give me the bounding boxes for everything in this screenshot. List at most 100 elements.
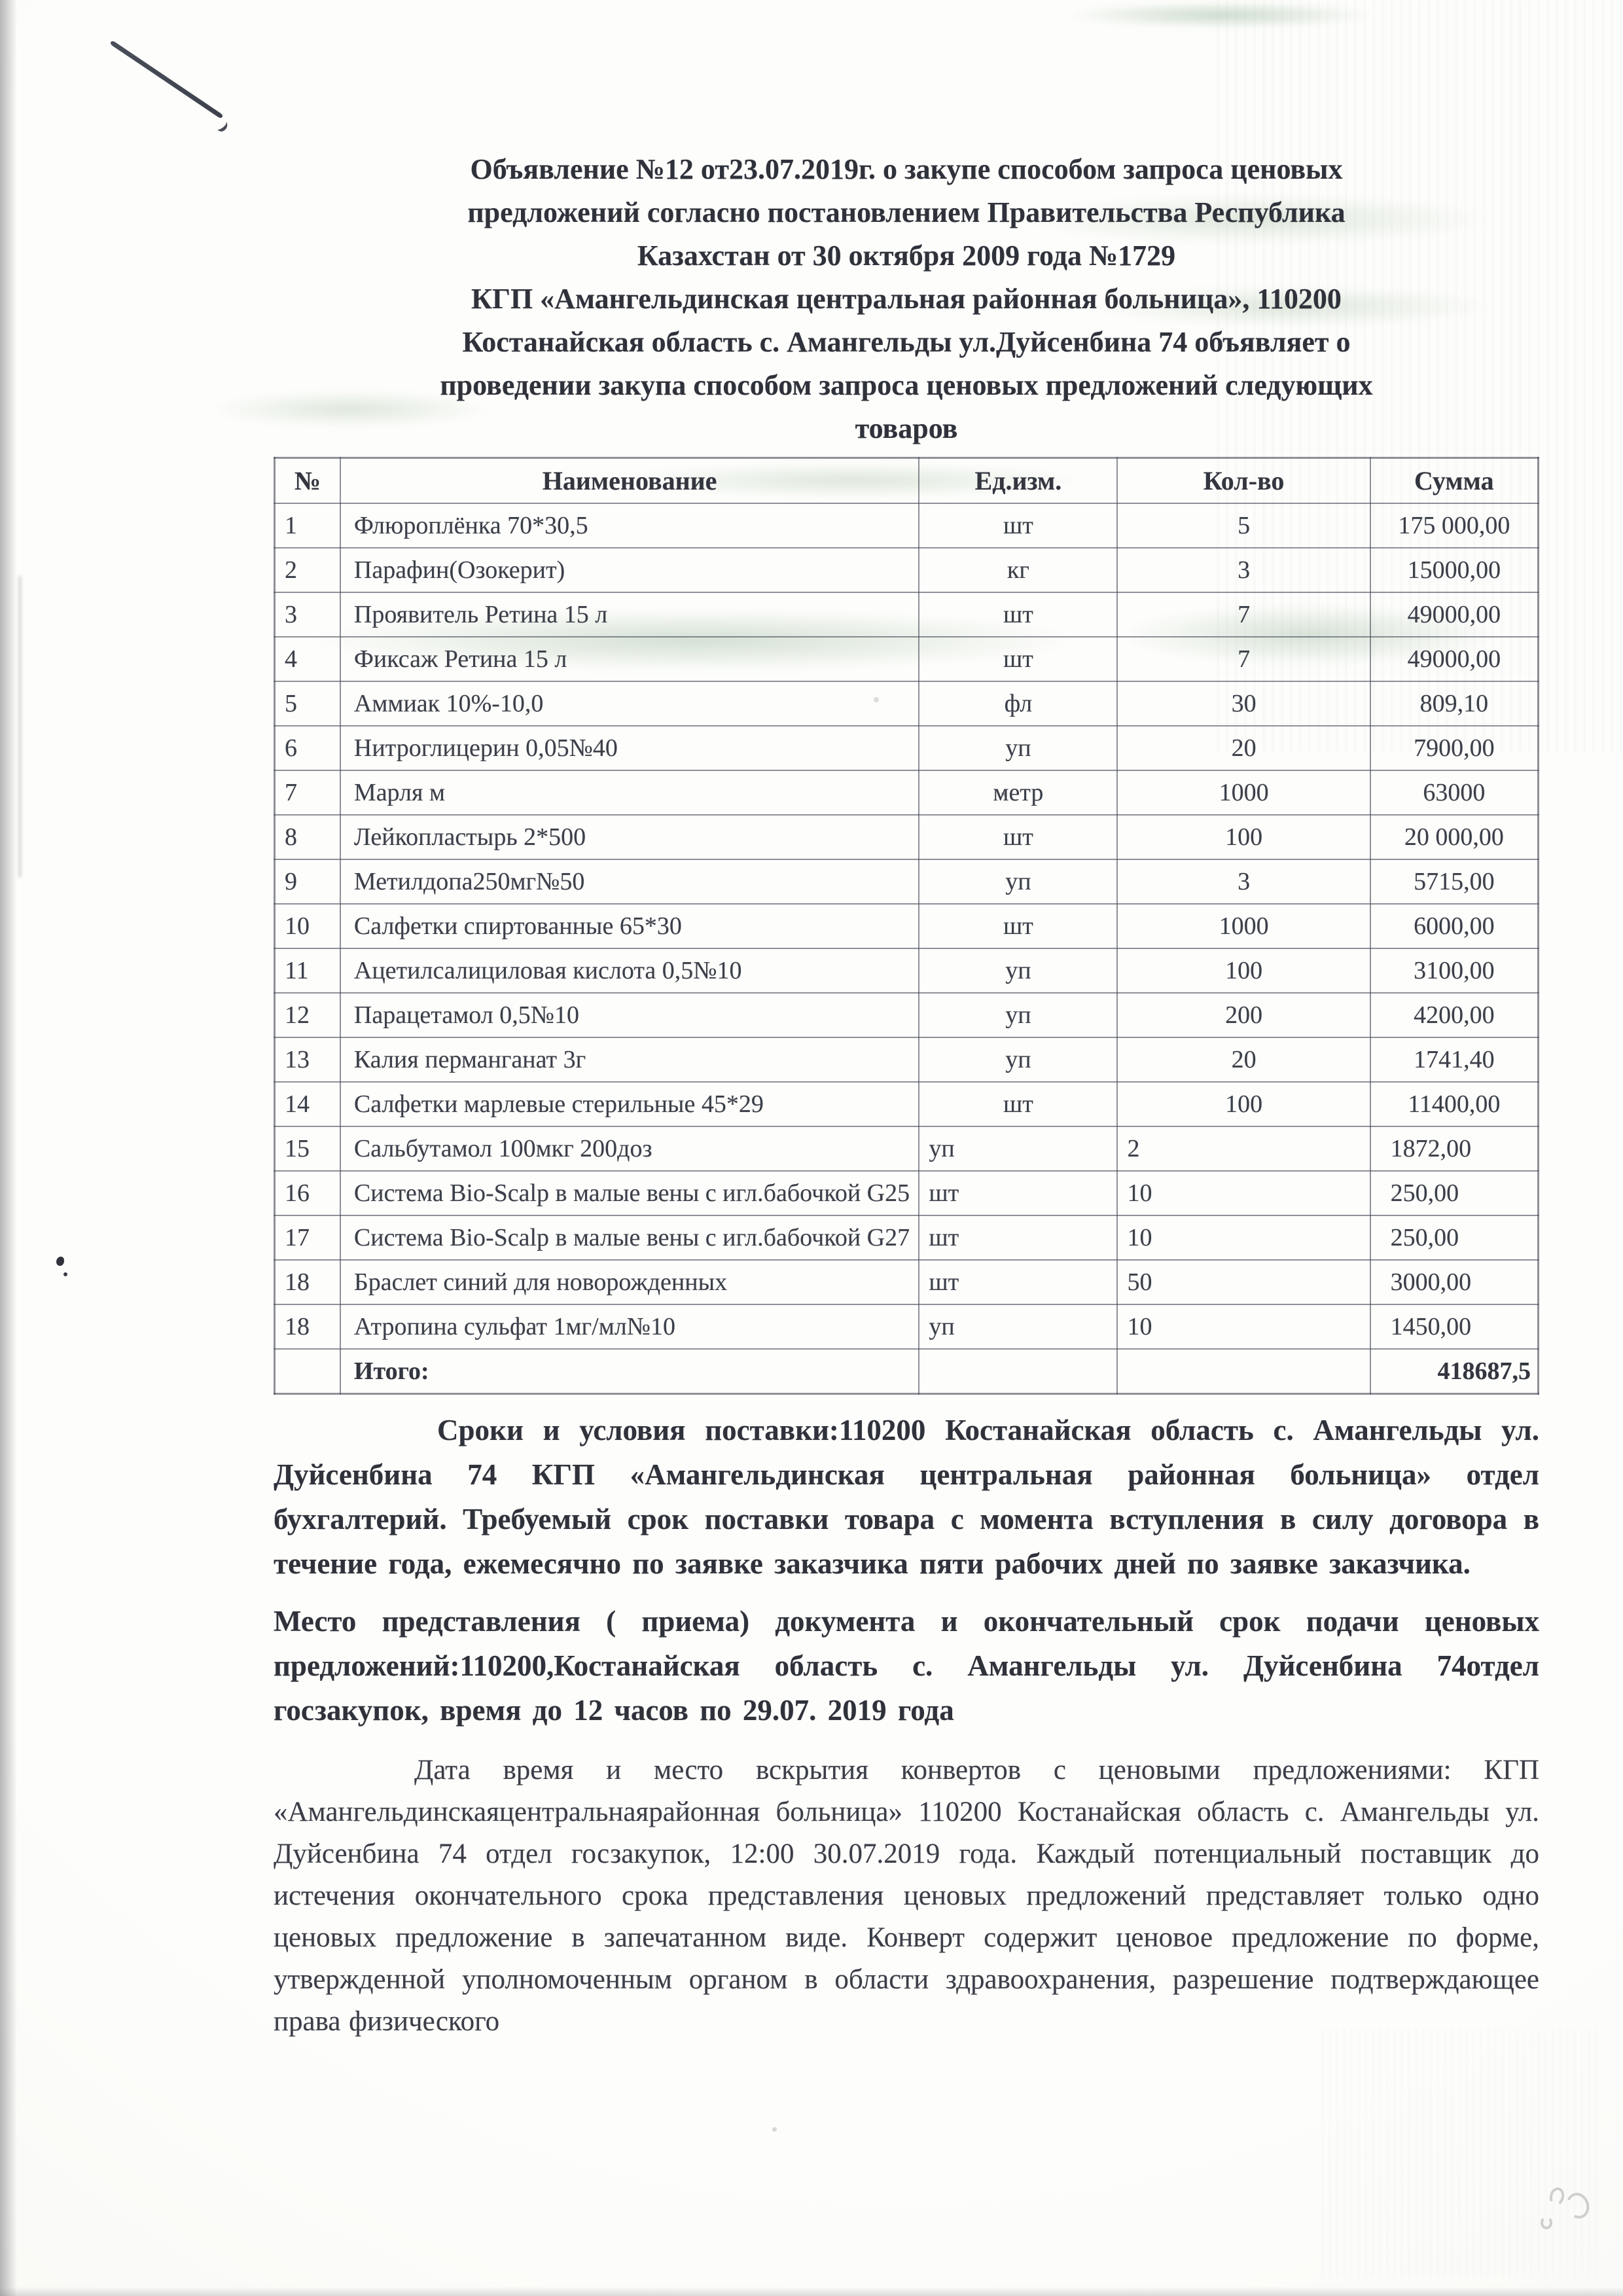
cell-sum: 49000,00 <box>1369 636 1539 682</box>
cell-unit: шт <box>918 1259 1118 1305</box>
scanner-edge-shadow-bottom <box>0 2287 1623 2296</box>
cell-empty <box>918 1348 1118 1395</box>
items-table-header: № Наименование Ед.изм. Кол-во Сумма <box>274 457 1539 504</box>
cell-num: 14 <box>274 1081 341 1127</box>
table-row: 18 Атропина сульфат 1мг/мл№10 уп 10 1450,00 <box>274 1304 1539 1350</box>
header-cell-qty: Кол-во <box>1116 457 1371 504</box>
cell-name: Парацетамол 0,5№10 <box>339 992 920 1038</box>
cell-sum: 49000,00 <box>1369 592 1539 637</box>
cell-unit: уп <box>918 992 1118 1038</box>
cell-unit: шт <box>918 1170 1118 1216</box>
cell-sum: 6000,00 <box>1369 903 1539 949</box>
ink-spot <box>56 1257 64 1266</box>
title-line: Костанайская область с. Амангельды ул.Ду… <box>462 326 1351 358</box>
page-title: Объявление №12 от23.07.2019г. о закупе с… <box>274 148 1539 450</box>
cell-num: 17 <box>274 1215 341 1261</box>
cell-unit: фл <box>918 681 1118 726</box>
cell-name: Аммиак 10%-10,0 <box>339 681 920 726</box>
cell-name: Ацетилсалициловая кислота 0,5№10 <box>339 948 920 994</box>
cell-qty: 3 <box>1116 859 1371 905</box>
cell-qty: 3 <box>1116 547 1371 593</box>
cell-qty: 30 <box>1116 681 1371 726</box>
cell-qty: 100 <box>1116 1081 1371 1127</box>
cell-sum: 250,00 <box>1369 1170 1539 1216</box>
title-line: Объявление №12 от23.07.2019г. о закупе с… <box>470 153 1343 185</box>
table-row: 17 Система Bio-Scalp в малые вены с игл.б… <box>274 1215 1539 1261</box>
cell-qty: 20 <box>1116 725 1371 771</box>
cell-qty: 50 <box>1116 1259 1371 1305</box>
items-table: № Наименование Ед.изм. Кол-во Сумма 1 Флю… <box>274 457 1539 1395</box>
cell-unit: шт <box>918 814 1118 860</box>
cell-unit: уп <box>918 725 1118 771</box>
table-row: 9 Метилдопа250мг№50 уп 3 5715,00 <box>274 859 1539 905</box>
bleed-through-artifact <box>1067 1 1374 29</box>
cell-qty: 10 <box>1116 1170 1371 1216</box>
cell-qty: 2 <box>1116 1126 1371 1172</box>
cell-num: 18 <box>274 1304 341 1350</box>
cell-unit: шт <box>918 592 1118 637</box>
table-row: 8 Лейкопластырь 2*500 шт 100 20 000,00 <box>274 814 1539 860</box>
cell-num: 18 <box>274 1259 341 1305</box>
table-row: 5 Аммиак 10%-10,0 фл 30 809,10 <box>274 681 1539 726</box>
cell-num: 4 <box>274 636 341 682</box>
cell-sum: 1872,00 <box>1369 1126 1539 1172</box>
cell-name: Сальбутамол 100мкг 200доз <box>339 1126 920 1172</box>
cell-sum: 1741,40 <box>1369 1037 1539 1083</box>
cell-sum: 15000,00 <box>1369 547 1539 593</box>
cell-unit: шт <box>918 1081 1118 1127</box>
table-row: 11 Ацетилсалициловая кислота 0,5№10 уп 100 3… <box>274 948 1539 994</box>
cell-num: 3 <box>274 592 341 637</box>
cell-num: 7 <box>274 770 341 816</box>
cell-qty: 5 <box>1116 503 1371 548</box>
cell-sum: 63000 <box>1369 770 1539 816</box>
cell-num: 16 <box>274 1170 341 1216</box>
header-cell-unit: Ед.изм. <box>918 457 1118 504</box>
cell-num: 11 <box>274 948 341 994</box>
header-cell-num: № <box>274 457 341 504</box>
table-row: 12 Парацетамол 0,5№10 уп 200 4200,00 <box>274 992 1539 1038</box>
table-row: 16 Система Bio-Scalp в малые вены с игл.б… <box>274 1170 1539 1216</box>
cell-name: Фиксаж Ретина 15 л <box>339 636 920 682</box>
cell-num: 9 <box>274 859 341 905</box>
cell-qty: 100 <box>1116 814 1371 860</box>
cell-sum: 3000,00 <box>1369 1259 1539 1305</box>
cell-name: Калия перманганат 3г <box>339 1037 920 1083</box>
table-row: 2 Парафин(Озокерит) кг 3 15000,00 <box>274 547 1539 593</box>
table-row: 3 Проявитель Ретина 15 л шт 7 49000,00 <box>274 592 1539 637</box>
cell-sum: 809,10 <box>1369 681 1539 726</box>
cell-num: 15 <box>274 1126 341 1172</box>
table-row: 6 Нитроглицерин 0,05№40 уп 20 7900,00 <box>274 725 1539 771</box>
total-label: Итого: <box>339 1348 920 1395</box>
cell-sum: 20 000,00 <box>1369 814 1539 860</box>
cell-num: 8 <box>274 814 341 860</box>
items-table-body: 1 Флюроплёнка 70*30,5 шт 5 175 000,00 2 Парафи… <box>274 503 1539 1395</box>
cell-unit: уп <box>918 1126 1118 1172</box>
cell-unit: шт <box>918 903 1118 949</box>
cell-name: Марля м <box>339 770 920 816</box>
cell-num: 12 <box>274 992 341 1038</box>
cell-name: Флюроплёнка 70*30,5 <box>339 503 920 548</box>
title-line: предложений согласно постановлением Прав… <box>467 196 1346 228</box>
cell-num: 10 <box>274 903 341 949</box>
cell-name: Парафин(Озокерит) <box>339 547 920 593</box>
cell-num: 6 <box>274 725 341 771</box>
table-row: 4 Фиксаж Ретина 15 л шт 7 49000,00 <box>274 636 1539 682</box>
cell-qty: 200 <box>1116 992 1371 1038</box>
cell-qty: 1000 <box>1116 903 1371 949</box>
cell-unit: уп <box>918 948 1118 994</box>
cell-num: 1 <box>274 503 341 548</box>
cell-sum: 175 000,00 <box>1369 503 1539 548</box>
table-row: 18 Браслет синий для новорожденных шт 50 300… <box>274 1259 1539 1305</box>
title-line: товаров <box>855 412 958 444</box>
header-row: № Наименование Ед.изм. Кол-во Сумма <box>274 457 1539 504</box>
cell-unit: уп <box>918 1304 1118 1350</box>
scanner-edge-shadow <box>0 0 17 2296</box>
cell-unit: шт <box>918 636 1118 682</box>
table-row: 10 Салфетки спиртованные 65*30 шт 1000 6000,… <box>274 903 1539 949</box>
header-cell-sum: Сумма <box>1369 457 1539 504</box>
cell-qty: 7 <box>1116 636 1371 682</box>
cell-name: Салфетки спиртованные 65*30 <box>339 903 920 949</box>
cell-name: Салфетки марлевые стерильные 45*29 <box>339 1081 920 1127</box>
cell-unit: кг <box>918 547 1118 593</box>
